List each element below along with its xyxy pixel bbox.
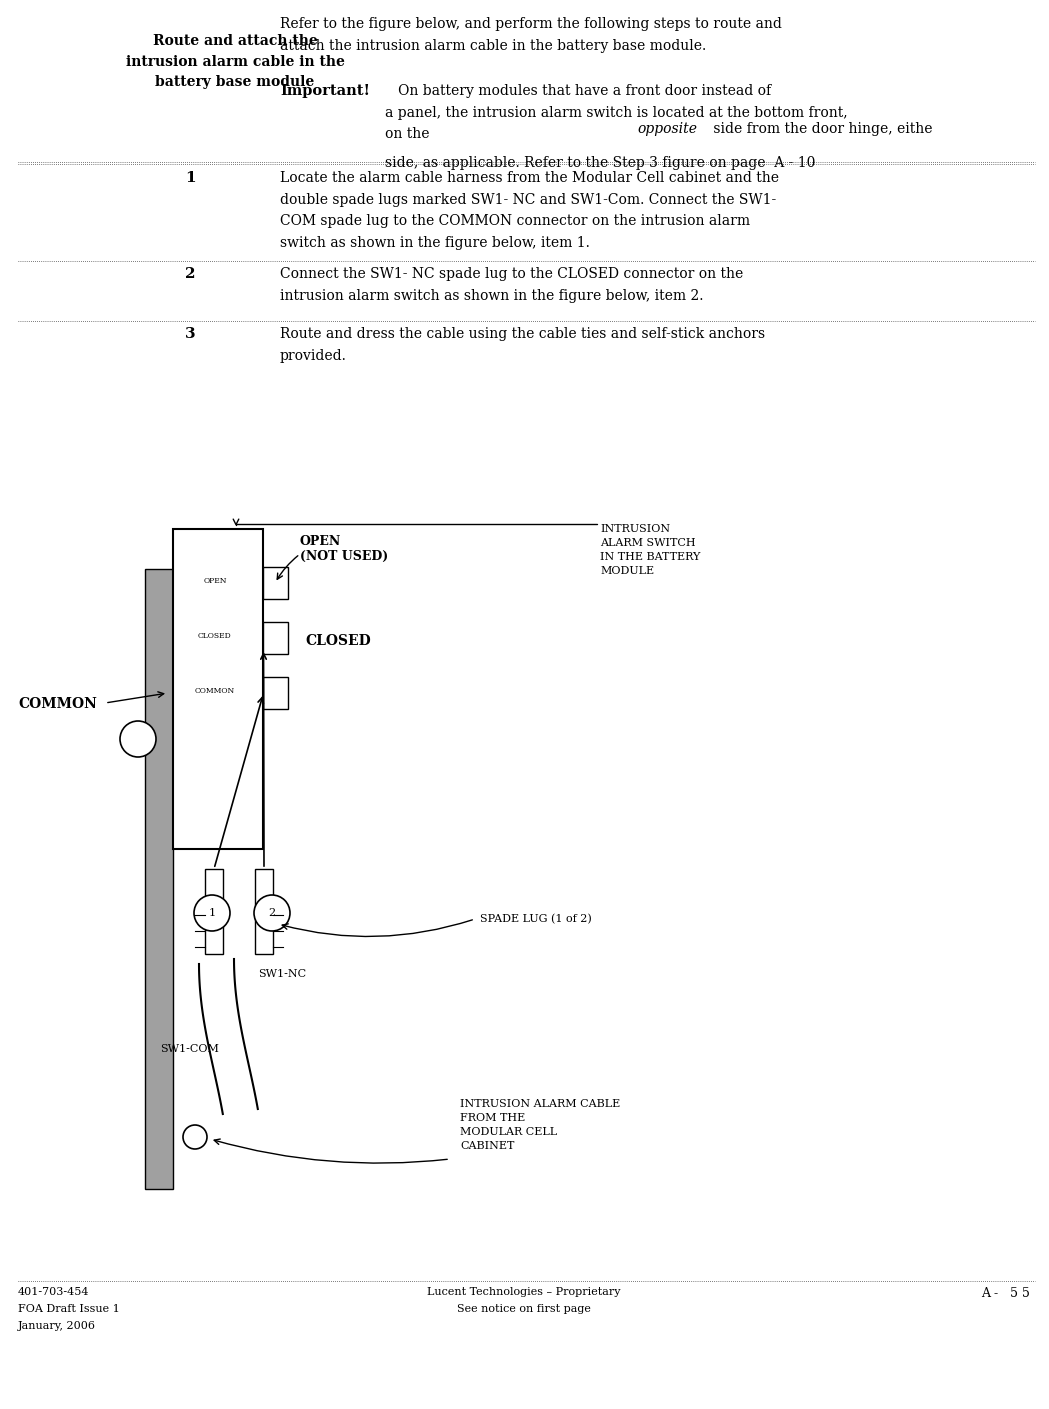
- Text: 2: 2: [269, 907, 276, 919]
- Text: COMMON: COMMON: [18, 697, 97, 712]
- Text: Connect the SW1- NC spade lug to the CLOSED connector on the
intrusion alarm swi: Connect the SW1- NC spade lug to the CLO…: [280, 266, 744, 303]
- Text: 2: 2: [185, 266, 195, 280]
- Bar: [263, 621, 288, 654]
- Text: OPEN: OPEN: [204, 578, 227, 585]
- Text: side, as applicable. Refer to the Step 3 figure on page  A - 10: side, as applicable. Refer to the Step 3…: [385, 156, 815, 170]
- Circle shape: [183, 1124, 207, 1148]
- Text: 1: 1: [209, 907, 215, 919]
- Text: Route and dress the cable using the cable ties and self-stick anchors
provided.: Route and dress the cable using the cabl…: [280, 327, 765, 362]
- Text: Locate the alarm cable harness from the Modular Cell cabinet and the
double spad: Locate the alarm cable harness from the …: [280, 170, 779, 251]
- Text: Route and attach the
intrusion alarm cable in the
battery base module: Route and attach the intrusion alarm cab…: [126, 34, 344, 89]
- Text: INTRUSION ALARM CABLE
FROM THE
MODULAR CELL
CABINET: INTRUSION ALARM CABLE FROM THE MODULAR C…: [461, 1099, 620, 1151]
- Bar: [205, 869, 223, 954]
- Bar: [263, 676, 288, 709]
- Text: CLOSED: CLOSED: [198, 633, 232, 640]
- Text: FOA Draft Issue 1: FOA Draft Issue 1: [18, 1303, 120, 1315]
- Text: opposite: opposite: [637, 123, 697, 137]
- Circle shape: [194, 895, 230, 931]
- Text: Lucent Technologies – Proprietary: Lucent Technologies – Proprietary: [427, 1286, 621, 1298]
- Bar: [145, 569, 173, 1189]
- Text: CLOSED: CLOSED: [305, 634, 370, 648]
- Text: INTRUSION
ALARM SWITCH
IN THE BATTERY
MODULE: INTRUSION ALARM SWITCH IN THE BATTERY MO…: [600, 524, 701, 576]
- Text: 401-703-454: 401-703-454: [18, 1286, 89, 1298]
- Text: 1: 1: [185, 170, 195, 185]
- Text: side from the door hinge, eithe: side from the door hinge, eithe: [709, 123, 933, 137]
- Text: On battery modules that have a front door instead of
a panel, the intrusion alar: On battery modules that have a front doo…: [385, 85, 848, 141]
- Bar: [173, 528, 263, 850]
- Text: COMMON: COMMON: [195, 688, 235, 695]
- Circle shape: [254, 895, 290, 931]
- Text: 3: 3: [185, 327, 195, 341]
- Bar: [255, 869, 273, 954]
- Text: Important!: Important!: [280, 85, 370, 99]
- Bar: [263, 566, 288, 599]
- Text: January, 2006: January, 2006: [18, 1322, 97, 1332]
- Text: A -   5 5: A - 5 5: [981, 1286, 1030, 1301]
- Text: Refer to the figure below, and perform the following steps to route and
attach t: Refer to the figure below, and perform t…: [280, 17, 782, 52]
- Text: SW1-NC: SW1-NC: [258, 969, 306, 979]
- Text: OPEN
(NOT USED): OPEN (NOT USED): [300, 535, 388, 564]
- Text: See notice on first page: See notice on first page: [457, 1303, 591, 1315]
- Text: SW1-COM: SW1-COM: [160, 1044, 219, 1054]
- Text: SPADE LUG (1 of 2): SPADE LUG (1 of 2): [480, 914, 592, 924]
- Circle shape: [120, 721, 156, 757]
